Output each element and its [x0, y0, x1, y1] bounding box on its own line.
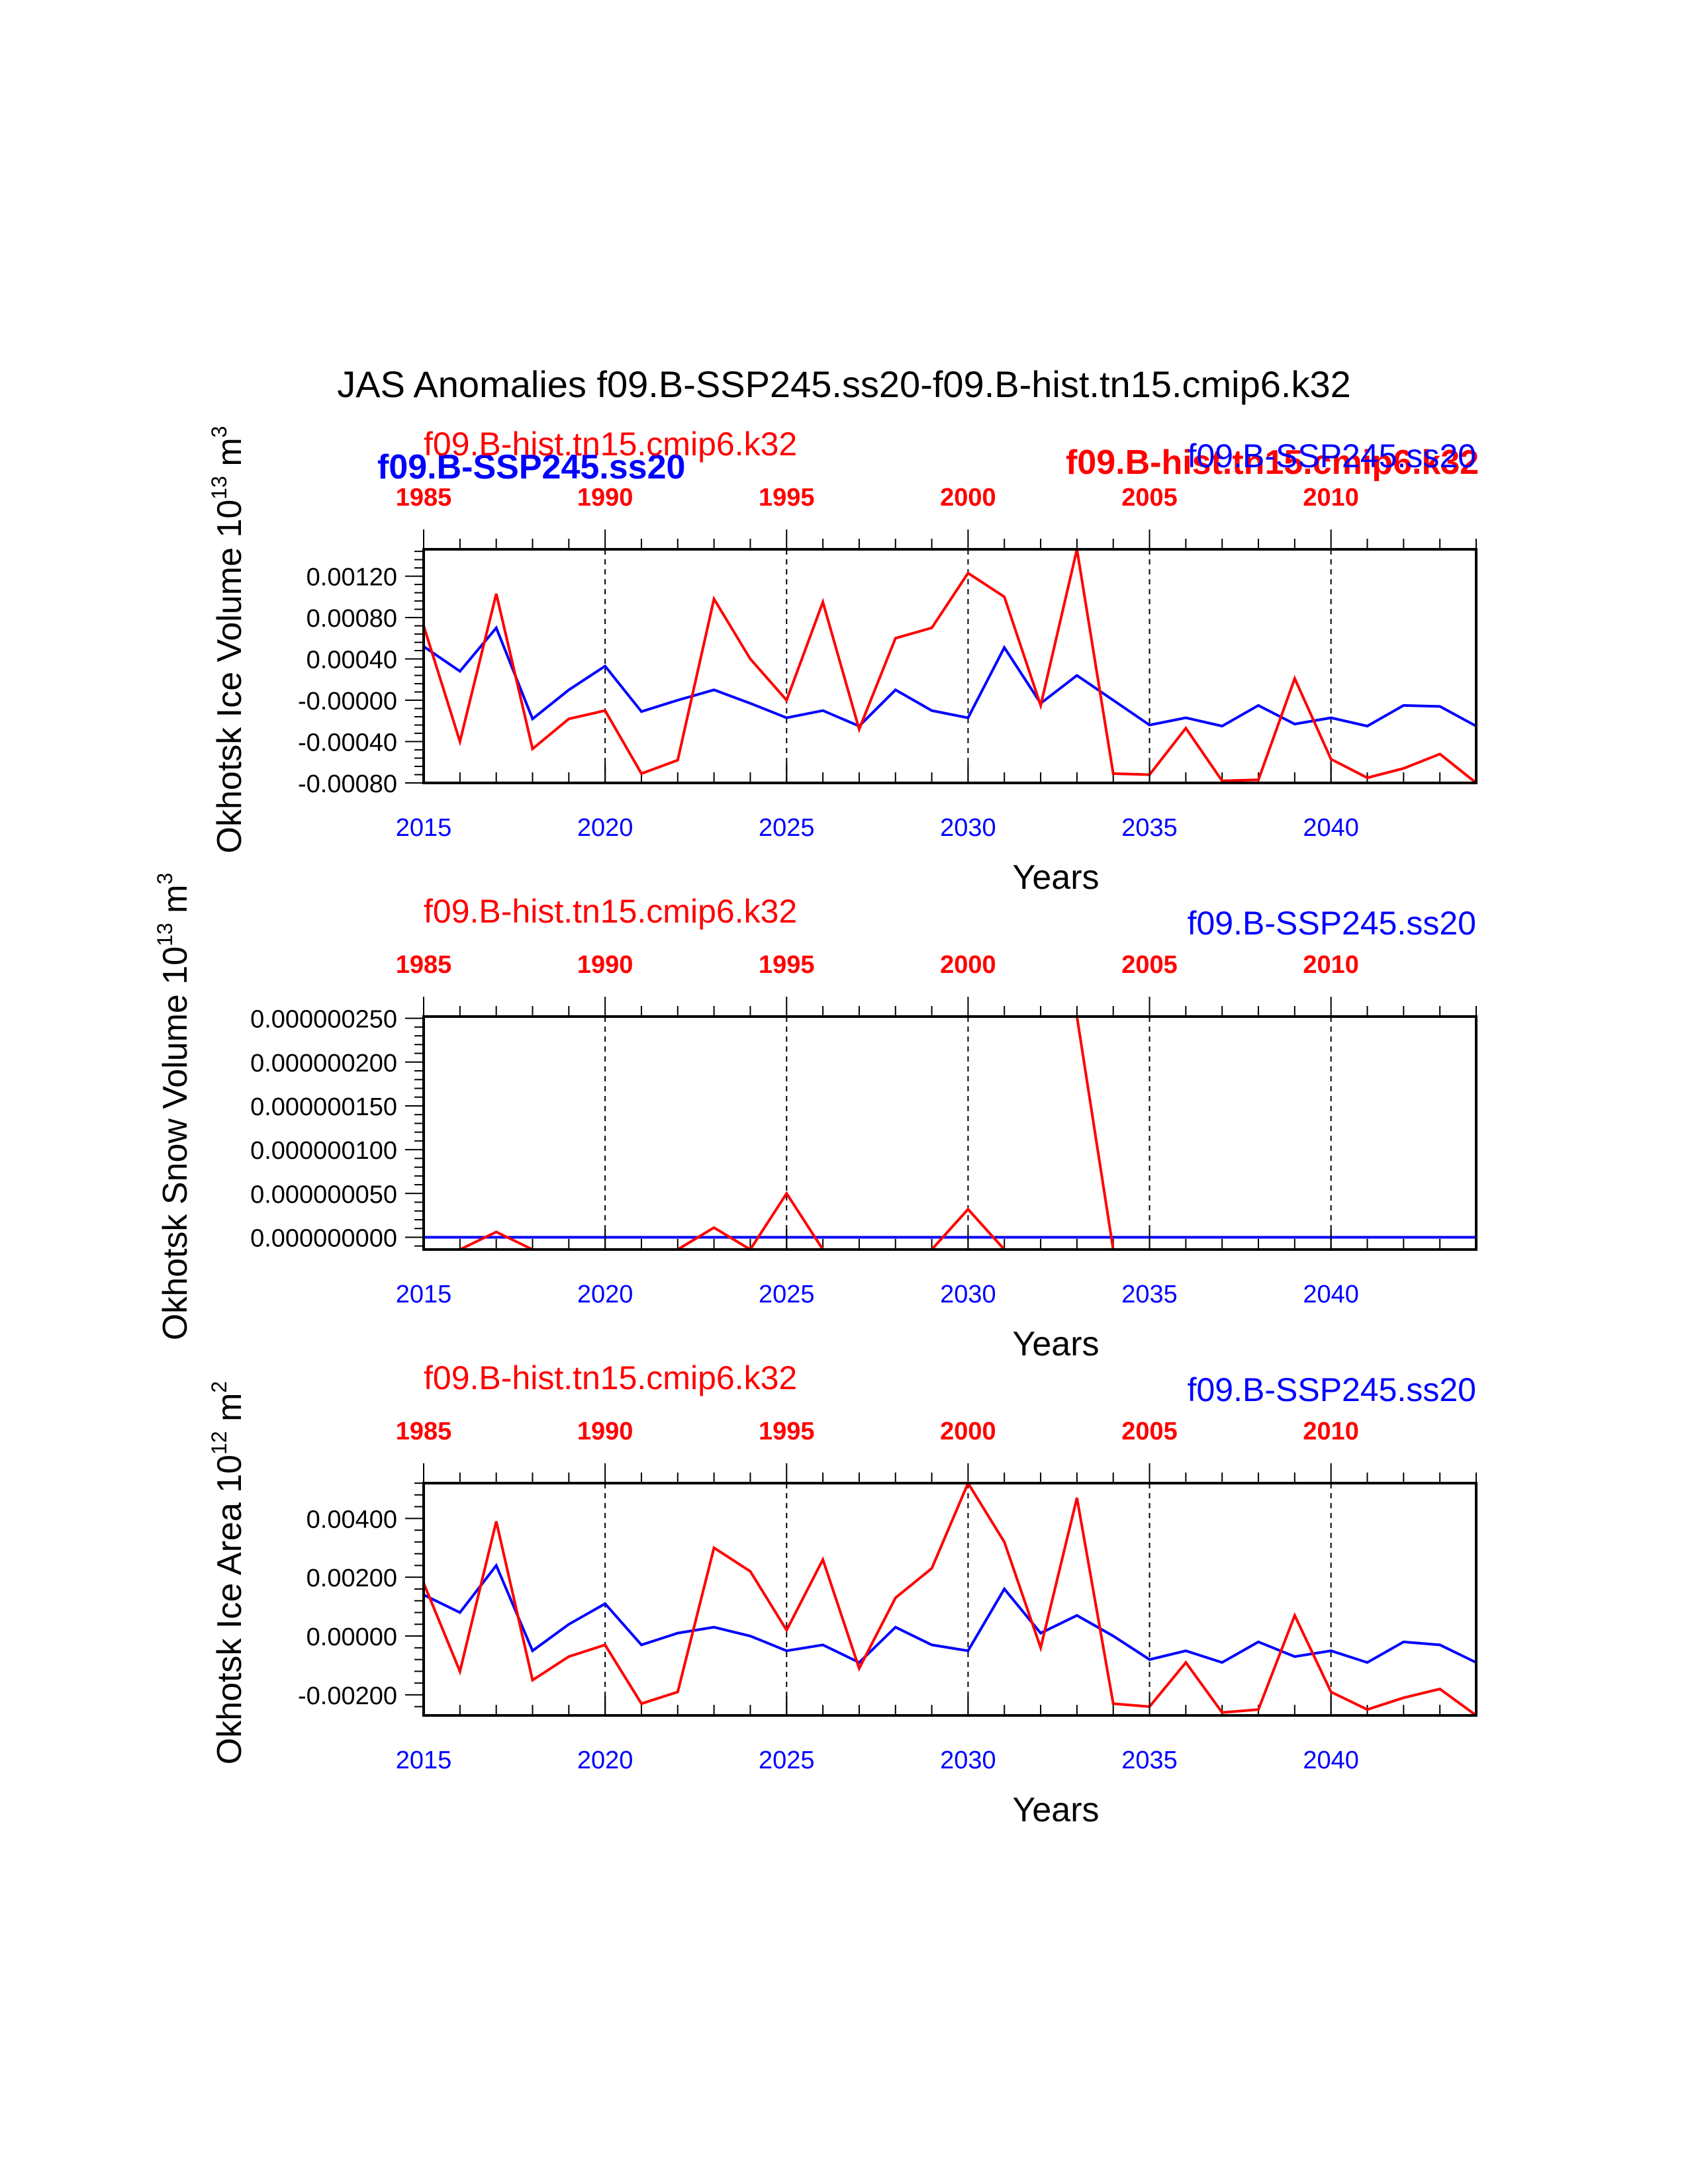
x-tick-label-bottom: 2040 — [1303, 1281, 1359, 1308]
y-tick-label: 0.00080 — [306, 605, 397, 633]
clip-mask — [421, 784, 1479, 804]
x-tick-label-top: 1990 — [577, 951, 633, 979]
x-tick-label-bottom: 2015 — [396, 1281, 452, 1308]
series-line-hist — [422, 1480, 1477, 1717]
x-tick-label-bottom: 2035 — [1121, 1747, 1178, 1774]
x-tick-label-bottom: 2040 — [1303, 1747, 1359, 1774]
y-tick-label: 0.00200 — [306, 1565, 397, 1592]
x-tick-label-top: 1995 — [759, 484, 815, 512]
x-tick-label-top: 2005 — [1121, 1418, 1178, 1445]
x-tick-label-top: 1995 — [759, 1418, 815, 1445]
x-tick-label-bottom: 2030 — [940, 1747, 996, 1774]
series-line-hist — [931, 1207, 1006, 1251]
series-label-hist: f09.B-hist.tn15.cmip6.k32 — [424, 893, 797, 930]
chart-panel-1: -0.00080 -0.00040 -0.00000 0.00040 0.00080 0.… — [207, 426, 1479, 897]
series-label-ssp245: f09.B-SSP245.ss20 — [1188, 905, 1476, 942]
figure-title: JAS Anomalies f09.B-SSP245.ss20-f09.B-hi… — [337, 363, 1350, 405]
y-tick-label: 0.000000100 — [250, 1137, 397, 1165]
y-axis-label: Okhotsk Ice Area 1012 m2 — [207, 1381, 249, 1764]
y-tick-label: -0.00000 — [298, 688, 397, 715]
x-tick-label-top: 1985 — [396, 484, 452, 512]
plot-frame — [422, 548, 1477, 784]
x-tick-label-bottom: 2030 — [940, 1281, 996, 1308]
series-label-ssp245: f09.B-SSP245.ss20 — [1188, 437, 1476, 475]
panels: -0.00080 -0.00040 -0.00000 0.00040 0.00080 0.… — [153, 426, 1479, 1829]
x-tick-label-top: 2000 — [940, 484, 996, 512]
x-axis-label: Years — [1012, 858, 1099, 897]
y-tick-label: 0.00000 — [306, 1623, 397, 1651]
x-tick-label-top: 2005 — [1121, 951, 1178, 979]
x-tick-label-bottom: 2035 — [1121, 1281, 1178, 1308]
x-axis-label: Years — [1012, 1325, 1099, 1363]
y-tick-label: -0.00080 — [298, 770, 397, 798]
clip-mask — [421, 1717, 1479, 1737]
y-tick-label: 0.000000150 — [250, 1093, 397, 1121]
y-axis-label: Okhotsk Ice Volume 1013 m3 — [207, 426, 249, 854]
x-tick-label-bottom: 2025 — [759, 1747, 815, 1774]
plot-frame — [422, 1482, 1477, 1717]
y-tick-label: 0.00120 — [306, 564, 397, 592]
y-tick-label: 0.000000200 — [250, 1050, 397, 1077]
series-label-hist: f09.B-hist.tn15.cmip6.k32 — [424, 426, 797, 463]
plot-frame — [422, 1015, 1477, 1251]
chart-panel-3: -0.00200 0.00000 0.00200 0.00400 2015 2020 202… — [207, 1359, 1479, 1829]
x-tick-label-top: 1990 — [577, 1418, 633, 1445]
y-tick-label: 0.00040 — [306, 647, 397, 674]
x-tick-label-bottom: 2015 — [396, 814, 452, 842]
series-line-ssp245 — [422, 625, 1477, 728]
series-line-ssp245 — [423, 1563, 1477, 1664]
overlay-label-blue: f09.B-SSP245.ss20 — [377, 448, 685, 486]
y-tick-label: -0.00200 — [298, 1682, 397, 1710]
x-axis-label: Years — [1012, 1791, 1099, 1829]
x-tick-label-bottom: 2040 — [1303, 814, 1359, 842]
x-tick-label-top: 1985 — [396, 1418, 452, 1445]
x-tick-label-top: 1985 — [396, 951, 452, 979]
y-tick-label: 0.00400 — [306, 1506, 397, 1533]
overlay-label-red: f09.B-hist.tn15.cmip6.k32 — [1066, 443, 1479, 482]
y-axis-label: Okhotsk Snow Volume 1013 m3 — [153, 873, 195, 1341]
series-line-hist — [1075, 1016, 1115, 1250]
y-tick-label: 0.000000050 — [250, 1181, 397, 1208]
y-tick-label: 0.000000000 — [250, 1224, 397, 1252]
x-tick-label-top: 2005 — [1121, 484, 1178, 512]
y-tick-label: 0.000000250 — [250, 1006, 397, 1034]
clip-mask — [421, 1251, 1479, 1271]
series-label-hist: f09.B-hist.tn15.cmip6.k32 — [424, 1359, 797, 1396]
x-tick-label-bottom: 2025 — [759, 814, 815, 842]
x-tick-label-bottom: 2035 — [1121, 814, 1178, 842]
x-tick-label-top: 1995 — [759, 951, 815, 979]
x-tick-label-bottom: 2020 — [577, 1747, 633, 1774]
x-tick-label-bottom: 2015 — [396, 1747, 452, 1774]
x-tick-label-top: 2010 — [1303, 484, 1359, 512]
x-tick-label-top: 2010 — [1303, 1418, 1359, 1445]
series-label-ssp245: f09.B-SSP245.ss20 — [1188, 1371, 1476, 1408]
x-tick-label-bottom: 2020 — [577, 1281, 633, 1308]
x-tick-label-top: 1990 — [577, 484, 633, 512]
x-tick-label-bottom: 2025 — [759, 1281, 815, 1308]
x-tick-label-top: 2010 — [1303, 951, 1359, 979]
x-tick-label-top: 2000 — [940, 1418, 996, 1445]
chart-panel-2: 0.000000000 0.000000050 0.000000100 0.00000… — [153, 873, 1479, 1363]
x-tick-label-bottom: 2020 — [577, 814, 633, 842]
series-line-hist — [422, 549, 1477, 784]
x-tick-label-top: 2000 — [940, 951, 996, 979]
x-tick-label-bottom: 2030 — [940, 814, 996, 842]
y-tick-label: -0.00040 — [298, 729, 397, 757]
